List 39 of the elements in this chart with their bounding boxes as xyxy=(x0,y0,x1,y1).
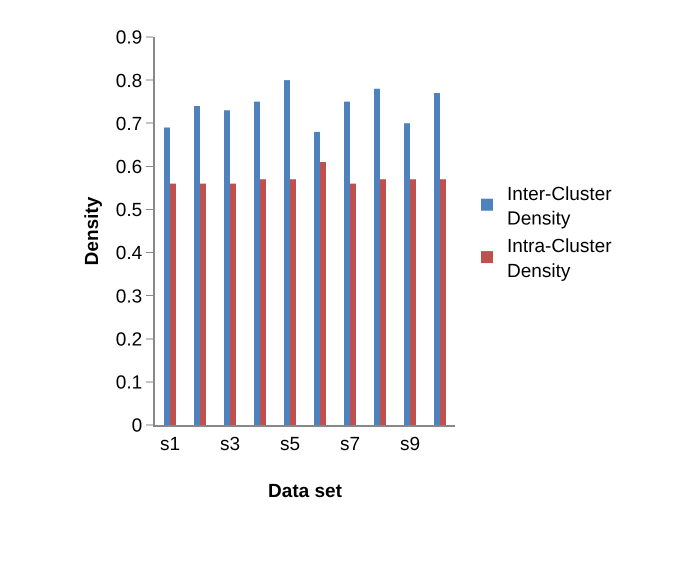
bar xyxy=(320,162,326,425)
bar xyxy=(230,184,236,425)
bar xyxy=(404,123,410,425)
bar xyxy=(200,184,206,425)
y-tick-label: 0.4 xyxy=(116,243,143,264)
y-tick-label: 0.1 xyxy=(116,372,142,394)
y-tick-label: 0.2 xyxy=(116,329,142,350)
bar xyxy=(374,88,380,425)
bar xyxy=(344,102,350,425)
bar xyxy=(350,184,356,425)
y-tick-label: 0.9 xyxy=(116,28,142,49)
y-tick-label: 0 xyxy=(132,416,142,437)
y-tick-label: 0.5 xyxy=(116,200,142,222)
bar xyxy=(440,179,446,425)
bar xyxy=(314,132,320,425)
y-axis-title: Density xyxy=(82,196,104,266)
bar xyxy=(224,110,230,425)
y-tick-label: 0.6 xyxy=(116,156,142,178)
x-tick-label: s5 xyxy=(280,434,300,455)
bar xyxy=(380,179,386,425)
bar xyxy=(290,179,296,425)
legend-label: Intra-Cluster Density xyxy=(507,236,612,282)
x-tick-label: s9 xyxy=(400,434,420,455)
x-tick-label: s1 xyxy=(160,434,180,455)
y-tick-label: 0.7 xyxy=(116,114,142,135)
bar xyxy=(434,93,440,425)
legend-label: Inter-Cluster Density xyxy=(507,184,612,230)
bar xyxy=(194,106,200,425)
bar xyxy=(164,128,170,425)
y-tick-label: 0.8 xyxy=(116,70,142,92)
bar xyxy=(254,102,260,425)
bar xyxy=(410,179,416,425)
x-tick-label: s7 xyxy=(340,434,360,455)
bar xyxy=(170,184,176,425)
bar xyxy=(284,80,290,425)
x-tick-label: s3 xyxy=(220,434,240,455)
x-axis-title: Data set xyxy=(268,481,343,502)
bar xyxy=(260,179,266,425)
y-tick-label: 0.3 xyxy=(116,286,142,308)
